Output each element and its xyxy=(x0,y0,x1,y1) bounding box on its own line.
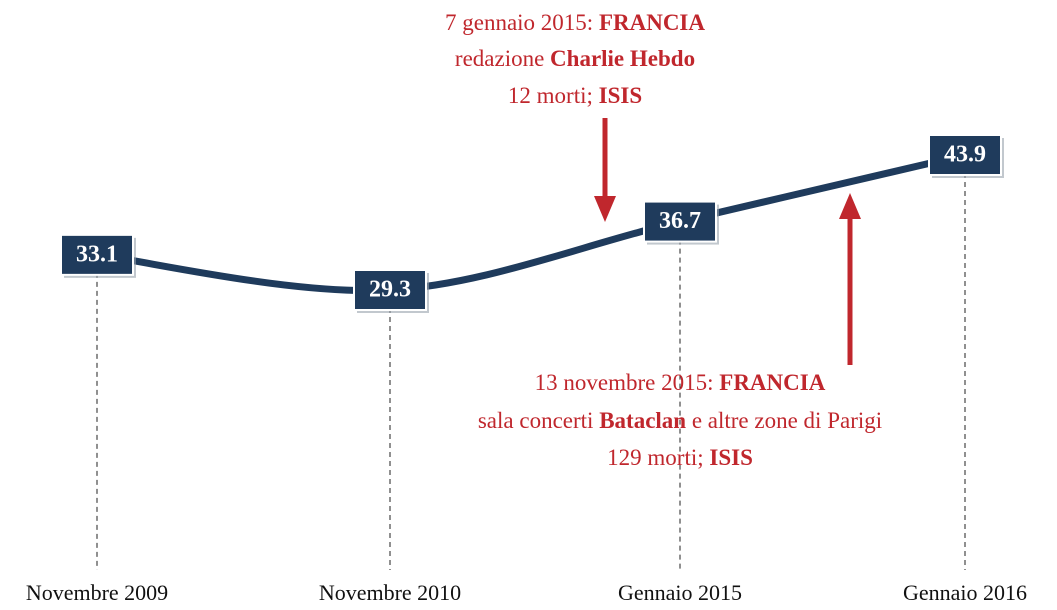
annotation-text: 13 novembre 2015: xyxy=(535,370,720,395)
annotation-line: sala concerti Bataclan e altre zone di P… xyxy=(478,408,882,433)
data-label: 29.3 xyxy=(369,277,411,303)
x-tick-label: Novembre 2010 xyxy=(319,580,461,605)
annotation-text: ISIS xyxy=(599,83,642,108)
annotation-text: FRANCIA xyxy=(719,370,825,395)
x-tick-label: Novembre 2009 xyxy=(26,580,168,605)
annotation-line: 12 morti; ISIS xyxy=(508,83,642,108)
annotation-text: FRANCIA xyxy=(599,10,705,35)
annotation-line: redazione Charlie Hebdo xyxy=(455,46,695,71)
data-label: 43.9 xyxy=(944,142,986,168)
annotation-line: 129 morti; ISIS xyxy=(607,445,753,470)
marker xyxy=(928,134,1002,176)
annotation-text: 12 morti; xyxy=(508,83,599,108)
annotation-text: redazione xyxy=(455,46,550,71)
marker xyxy=(353,269,427,311)
arrow xyxy=(594,118,616,222)
annotation-text: Charlie Hebdo xyxy=(550,46,695,71)
annotation-text: 129 morti; xyxy=(607,445,709,470)
data-label: 33.1 xyxy=(76,241,118,267)
annotation-line: 13 novembre 2015: FRANCIA xyxy=(535,370,826,395)
annotation-text: ISIS xyxy=(709,445,752,470)
data-label: 36.7 xyxy=(659,208,701,234)
annotation-text: Bataclan xyxy=(599,408,686,433)
annotation-line: 7 gennaio 2015: FRANCIA xyxy=(445,10,705,35)
annotation-text: sala concerti xyxy=(478,408,599,433)
marker xyxy=(60,233,134,276)
line xyxy=(93,151,969,295)
annotation-text: 7 gennaio 2015: xyxy=(445,10,599,35)
x-tick-label: Gennaio 2015 xyxy=(618,580,742,605)
annotation-text: e altre zone di Parigi xyxy=(686,408,882,433)
x-tick-label: Gennaio 2016 xyxy=(903,580,1027,605)
marker xyxy=(643,200,717,243)
arrow xyxy=(839,193,861,365)
